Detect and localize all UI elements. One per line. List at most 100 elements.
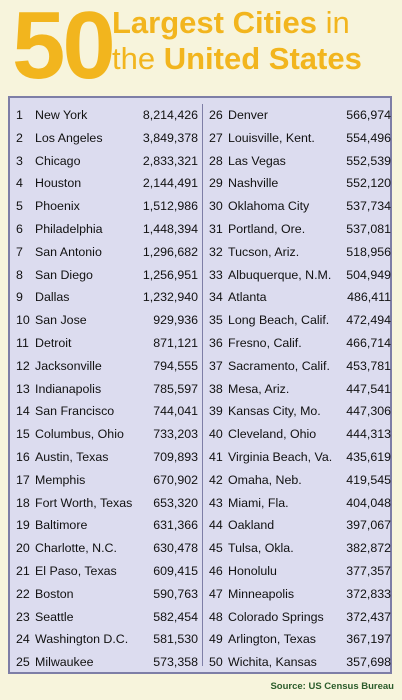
table-row: 48 Colorado Springs 372,437 [207,606,393,629]
city-population: 372,833 [346,586,391,601]
table-row: 17 Memphis 670,902 [14,469,200,492]
city-rank: 13 [16,381,30,396]
city-population: 447,306 [346,404,391,419]
city-name: Jacksonville [35,358,102,373]
table-row: 6 Philadelphia 1,448,394 [14,218,200,241]
city-name: Oklahoma City [228,199,310,214]
city-name: Long Beach, Calif. [228,313,330,328]
table-row: 14 San Francisco 744,041 [14,400,200,423]
city-rank: 31 [209,221,223,236]
table-row: 7 San Antonio 1,296,682 [14,241,200,264]
title-line-2: the United States [112,42,362,76]
city-name: Tucson, Ariz. [228,244,300,259]
city-name: Boston [35,586,74,601]
city-population: 504,949 [346,267,391,282]
city-rank: 8 [16,267,23,282]
title-line-1: Largest Cities in [112,6,350,40]
city-name: Austin, Texas [35,449,109,464]
city-rank: 17 [16,472,30,487]
table-row: 41 Virginia Beach, Va. 435,619 [207,446,393,469]
city-population: 518,956 [346,244,391,259]
table-row: 34 Atlanta 486,411 [207,286,393,309]
city-rank: 26 [209,108,223,122]
table-row: 32 Tucson, Ariz. 518,956 [207,241,393,264]
city-population: 1,448,394 [142,221,198,236]
city-rank: 22 [16,586,30,601]
city-rank: 6 [16,221,23,236]
city-population: 466,714 [346,335,391,350]
city-rank: 11 [16,335,29,350]
city-name: Dallas [35,290,70,305]
city-rank: 48 [209,609,223,624]
city-name: Tulsa, Okla. [228,541,294,556]
city-name: Milwaukee [35,655,94,670]
city-name: Washington D.C. [35,632,129,647]
city-population: 1,296,682 [142,244,198,259]
city-rank: 20 [16,541,30,556]
source-note: Source: US Census Bureau [270,681,394,692]
table-row: 21 El Paso, Texas 609,415 [14,560,200,583]
city-name: Fresno, Calif. [228,335,302,350]
city-name: Charlotte, N.C. [35,541,117,556]
city-name: Portland, Ore. [228,221,306,236]
city-rank: 9 [16,290,23,305]
city-name: Houston [35,176,82,191]
city-rank: 25 [16,655,30,670]
city-rank: 45 [209,541,223,556]
city-name: San Jose [35,313,87,328]
city-population: 2,144,491 [142,176,198,191]
table-row: 22 Boston 590,763 [14,583,200,606]
table-row: 15 Columbus, Ohio 733,203 [14,423,200,446]
city-population: 382,872 [346,541,391,556]
city-population: 2,833,321 [142,153,198,168]
city-rank: 28 [209,153,223,168]
city-population: 573,358 [153,655,198,670]
city-name: Omaha, Neb. [228,472,302,487]
city-population: 609,415 [153,563,198,578]
city-rank: 50 [209,655,223,670]
table-row: 33 Albuquerque, N.M. 504,949 [207,264,393,287]
city-rank: 44 [209,518,223,533]
city-population: 372,437 [346,609,391,624]
city-rank: 46 [209,563,223,578]
city-name: Baltimore [35,518,88,533]
city-rank: 27 [209,130,223,145]
table-row: 30 Oklahoma City 537,734 [207,195,393,218]
table-row: 10 San Jose 929,936 [14,309,200,332]
city-name: Arlington, Texas [228,632,316,647]
city-name: Los Angeles [35,130,103,145]
city-rank: 18 [16,495,30,510]
city-name: El Paso, Texas [35,563,117,578]
city-rank: 34 [209,290,223,305]
city-rank: 7 [16,244,23,259]
table-row: 44 Oakland 397,067 [207,514,393,537]
cities-table: 1 New York 8,214,426 2 Los Angeles 3,849,378 3… [8,96,392,674]
city-name: San Francisco [35,404,115,419]
city-population: 653,320 [153,495,198,510]
city-name: Atlanta [228,290,267,305]
city-rank: 23 [16,609,30,624]
table-row: 50 Wichita, Kansas 357,698 [207,651,393,674]
city-name: Indianapolis [35,381,102,396]
table-row: 18 Fort Worth, Texas 653,320 [14,492,200,515]
city-population: 447,541 [346,381,391,396]
city-rank: 14 [16,404,30,419]
city-rank: 21 [16,563,30,578]
table-row: 40 Cleveland, Ohio 444,313 [207,423,393,446]
title-word-cities: Cities [232,5,318,40]
city-name: Kansas City, Mo. [228,404,321,419]
city-population: 670,902 [153,472,198,487]
city-name: Mesa, Ariz. [228,381,290,396]
city-population: 472,494 [346,313,391,328]
city-rank: 38 [209,381,223,396]
city-name: Sacramento, Calif. [228,358,330,373]
city-population: 794,555 [153,358,198,373]
city-rank: 1 [16,108,23,122]
city-name: Nashville [228,176,279,191]
title-word-in: in [325,5,350,40]
city-population: 3,849,378 [142,130,198,145]
table-row: 12 Jacksonville 794,555 [14,355,200,378]
city-population: 377,357 [346,563,391,578]
city-rank: 43 [209,495,223,510]
title-word-united-states: United States [163,41,362,76]
